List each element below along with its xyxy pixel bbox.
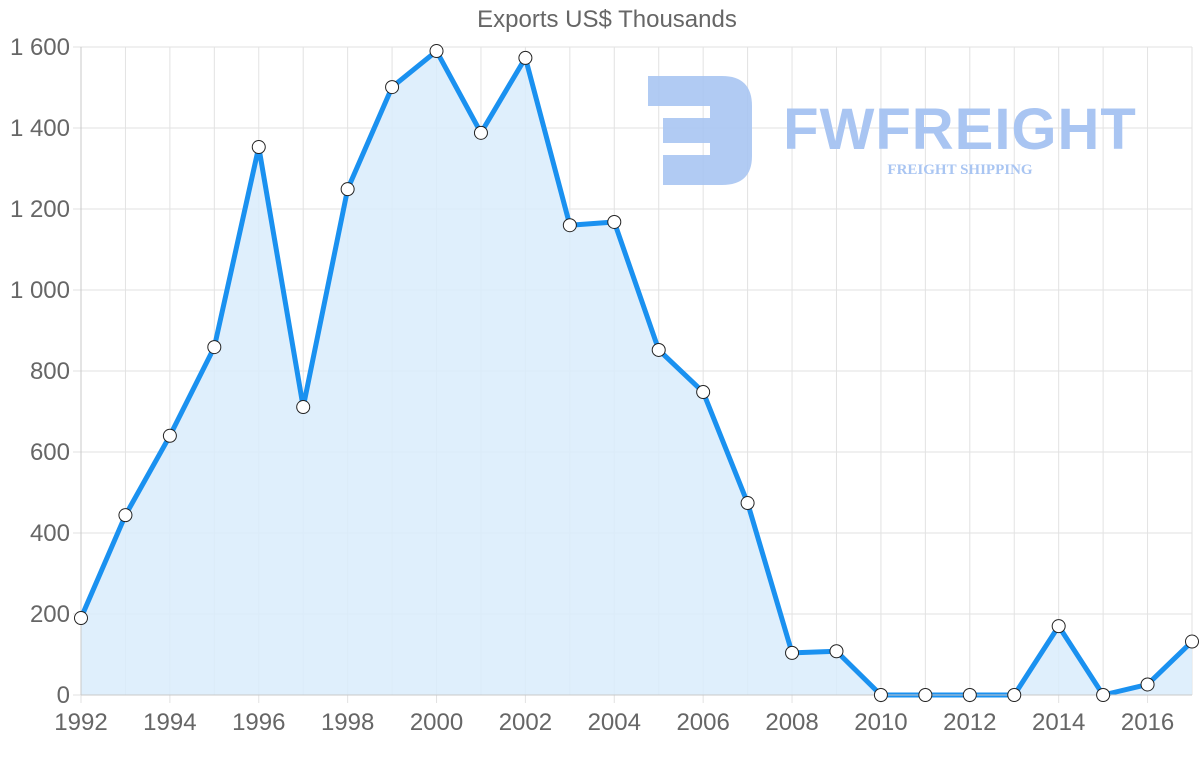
x-tick-label: 2006 xyxy=(676,709,729,736)
x-tick-label: 2014 xyxy=(1032,709,1085,736)
data-points xyxy=(74,44,1199,702)
y-tick-label: 1 400 xyxy=(10,115,70,142)
x-tick-label: 2012 xyxy=(943,709,996,736)
data-point-marker[interactable] xyxy=(1185,634,1199,649)
data-point-marker[interactable] xyxy=(562,218,577,233)
x-tick-label: 2002 xyxy=(499,709,552,736)
y-tick-label: 0 xyxy=(57,682,70,709)
x-axis-ticks: 1992 1994 1996 1998 2000 2002 2004 2006 2008 2010… xyxy=(54,709,1174,736)
x-tick-label: 1994 xyxy=(143,709,196,736)
data-point-marker[interactable] xyxy=(340,182,355,197)
data-point-marker[interactable] xyxy=(385,80,400,95)
data-point-marker[interactable] xyxy=(251,140,266,155)
x-tick-label: 1996 xyxy=(232,709,285,736)
data-point-marker[interactable] xyxy=(873,688,888,702)
y-tick-label: 1 600 xyxy=(10,34,70,61)
data-point-marker[interactable] xyxy=(785,645,800,660)
data-point-marker[interactable] xyxy=(74,611,88,626)
y-tick-label: 200 xyxy=(30,601,70,628)
y-tick-label: 800 xyxy=(30,358,70,385)
x-tick-label: 2000 xyxy=(410,709,463,736)
x-tick-label: 2010 xyxy=(854,709,907,736)
data-point-marker[interactable] xyxy=(1051,619,1066,634)
data-point-marker[interactable] xyxy=(207,340,222,355)
data-point-marker[interactable] xyxy=(429,44,444,59)
data-point-marker[interactable] xyxy=(518,50,533,65)
data-point-marker[interactable] xyxy=(829,644,844,659)
area-fill xyxy=(81,51,1192,696)
data-point-marker[interactable] xyxy=(607,214,622,229)
data-point-marker[interactable] xyxy=(696,385,711,400)
y-axis-ticks: 0 200 400 600 800 1 000 1 200 1 400 1 600 xyxy=(10,34,70,709)
x-tick-label: 2016 xyxy=(1121,709,1174,736)
data-point-marker[interactable] xyxy=(1140,677,1155,692)
data-point-marker[interactable] xyxy=(918,688,933,702)
data-point-marker[interactable] xyxy=(118,508,133,523)
x-tick-label: 1998 xyxy=(321,709,374,736)
watermark-logo: FWFREIGHT FREIGHT SHIPPING xyxy=(648,76,1137,185)
data-point-marker[interactable] xyxy=(740,496,755,511)
fw-logo-icon xyxy=(648,76,752,185)
x-tick-label: 1992 xyxy=(54,709,107,736)
x-tick-label: 2004 xyxy=(588,709,641,736)
data-point-marker[interactable] xyxy=(296,400,311,415)
data-point-marker[interactable] xyxy=(1096,688,1111,702)
chart-title: Exports US$ Thousands xyxy=(477,6,737,33)
data-point-marker[interactable] xyxy=(162,428,177,443)
data-point-marker[interactable] xyxy=(473,125,488,140)
x-tick-label: 2008 xyxy=(765,709,818,736)
y-tick-label: 1 200 xyxy=(10,196,70,223)
watermark-tagline: FREIGHT SHIPPING xyxy=(887,162,1032,178)
data-point-marker[interactable] xyxy=(1007,688,1022,702)
y-tick-label: 1 000 xyxy=(10,277,70,304)
y-tick-label: 400 xyxy=(30,520,70,547)
axes xyxy=(80,47,1192,696)
data-point-marker[interactable] xyxy=(962,688,977,702)
watermark-brand: FWFREIGHT xyxy=(783,97,1137,162)
y-tick-label: 600 xyxy=(30,439,70,466)
data-point-marker[interactable] xyxy=(651,342,666,357)
